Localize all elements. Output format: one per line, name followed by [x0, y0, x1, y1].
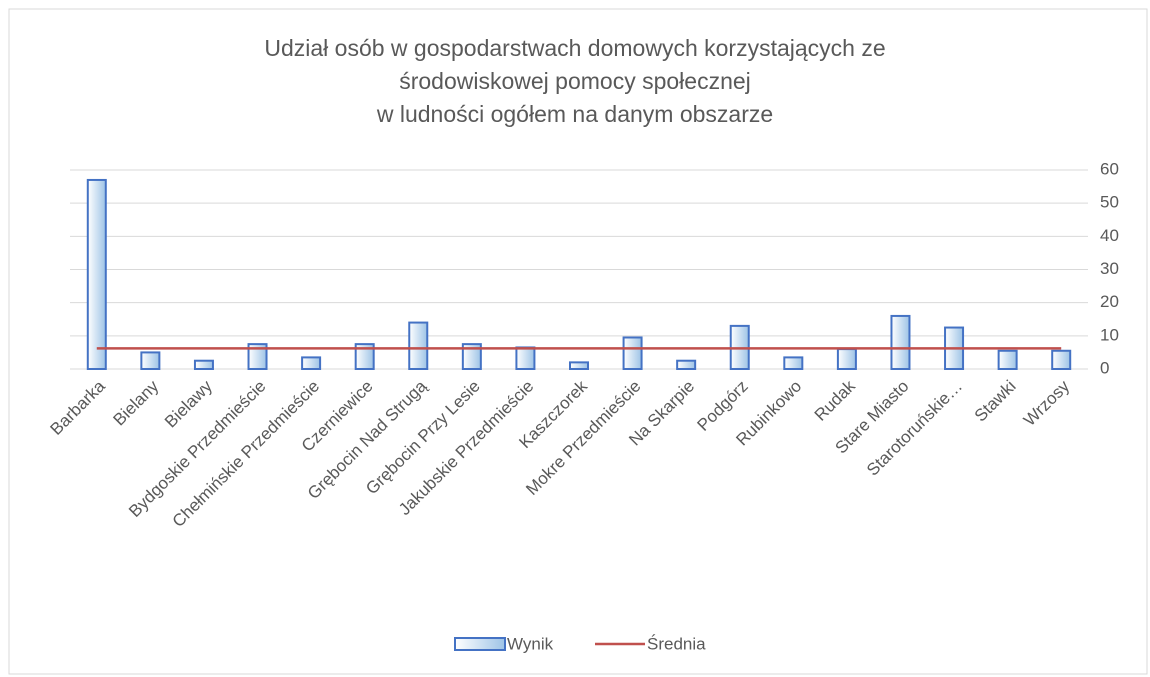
chart-title: w ludności ogółem na danym obszarze — [376, 101, 773, 127]
bar — [890, 314, 911, 370]
bar — [354, 343, 375, 370]
y-tick-label: 50 — [1100, 193, 1119, 212]
bar — [86, 178, 107, 370]
chart-title: środowiskowej pomocy społecznej — [399, 68, 751, 94]
bar — [622, 336, 643, 371]
bar — [301, 356, 322, 370]
bar — [140, 351, 161, 370]
y-tick-label: 0 — [1100, 358, 1109, 377]
chart-title: Udział osób w gospodarstwach domowych ko… — [264, 35, 885, 61]
legend-label: Wynik — [507, 634, 554, 653]
y-tick-label: 10 — [1100, 325, 1119, 344]
bar — [1051, 349, 1072, 370]
bar — [193, 359, 214, 371]
y-tick-label: 60 — [1100, 159, 1119, 178]
bar — [569, 361, 589, 371]
y-tick-label: 20 — [1100, 292, 1119, 311]
bar — [247, 343, 268, 370]
bar — [783, 356, 804, 370]
y-tick-label: 40 — [1100, 226, 1119, 245]
bar — [515, 346, 536, 371]
y-tick-label: 30 — [1100, 259, 1119, 278]
bar — [836, 348, 857, 371]
legend-swatch — [454, 637, 506, 651]
bar — [997, 349, 1018, 370]
bar — [461, 343, 482, 370]
legend-label: Średnia — [647, 634, 706, 653]
bar — [676, 359, 697, 371]
bar — [408, 321, 429, 371]
